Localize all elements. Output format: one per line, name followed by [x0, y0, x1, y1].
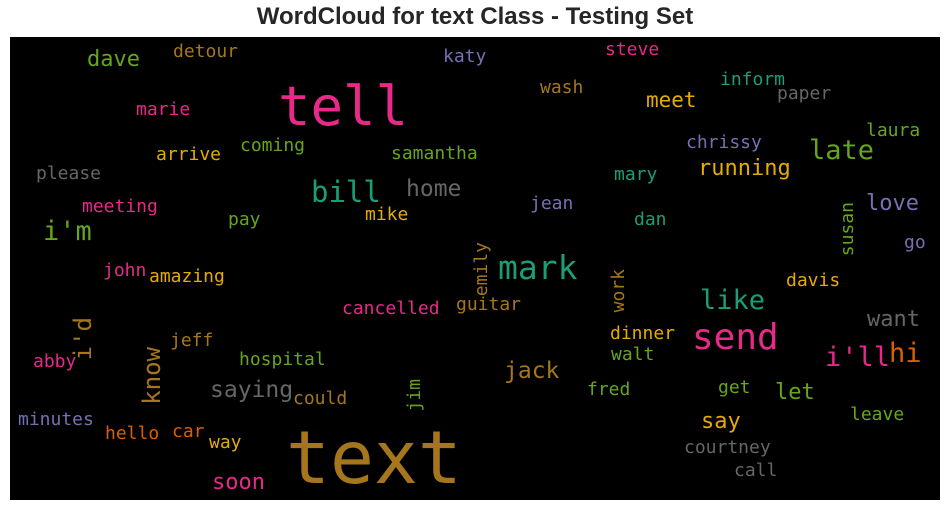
word-abby: abby [33, 351, 77, 372]
word-running: running [698, 156, 791, 181]
word-detour: detour [173, 41, 239, 62]
word-katy: katy [443, 46, 487, 67]
word-mark: mark [498, 248, 578, 287]
word-meet: meet [646, 88, 697, 112]
word-could: could [293, 388, 348, 409]
word-emily: emily [471, 242, 492, 297]
word-davis: davis [786, 270, 841, 291]
word-go: go [904, 232, 926, 253]
word-amazing: amazing [149, 266, 225, 287]
word-meeting: meeting [82, 196, 158, 217]
word-like: like [700, 285, 766, 316]
chart-title: WordCloud for text Class - Testing Set [256, 3, 694, 30]
word-text: text [286, 416, 462, 500]
word-love: love [866, 191, 919, 216]
word-hello: hello [105, 423, 160, 444]
word-hi: hi [889, 338, 922, 369]
word-chrissy: chrissy [686, 132, 762, 153]
word-let: let [775, 380, 815, 405]
word-saying: saying [210, 377, 294, 403]
word-jean: jean [530, 193, 574, 214]
word-soon: soon [212, 470, 265, 495]
word-call: call [734, 460, 778, 481]
word-mary: mary [614, 164, 658, 185]
word-marie: marie [136, 99, 191, 120]
word-im: i'm [43, 216, 92, 247]
word-laura: laura [866, 120, 921, 141]
word-late: late [809, 135, 875, 166]
word-steve: steve [605, 39, 660, 60]
word-inform: inform [720, 69, 786, 90]
word-home: home [406, 176, 462, 202]
word-arrive: arrive [156, 144, 222, 165]
word-dave: dave [87, 47, 140, 72]
word-pay: pay [228, 209, 261, 230]
word-work: work [608, 269, 629, 313]
word-leave: leave [850, 404, 905, 425]
wordcloud-canvas: text tell mark send bill i'm like late i'll hi hom… [10, 37, 940, 500]
word-ill: i'll [825, 342, 891, 373]
word-hospital: hospital [239, 349, 326, 370]
word-want: want [867, 307, 920, 332]
word-car: car [172, 421, 205, 442]
word-guitar: guitar [456, 294, 522, 315]
word-dan: dan [634, 209, 667, 230]
word-bill: bill [311, 175, 381, 209]
word-get: get [718, 377, 751, 398]
word-fred: fred [587, 379, 631, 400]
word-way: way [209, 432, 242, 453]
word-minutes: minutes [18, 409, 94, 430]
word-know: know [138, 347, 166, 405]
word-dinner: dinner [610, 323, 676, 344]
word-cancelled: cancelled [342, 298, 440, 319]
word-paper: paper [777, 83, 832, 104]
word-please: please [36, 163, 102, 184]
word-samantha: samantha [391, 143, 478, 164]
word-coming: coming [240, 135, 306, 156]
word-courtney: courtney [684, 437, 771, 458]
word-john: john [103, 260, 147, 281]
word-jeff: jeff [170, 330, 214, 351]
word-send: send [692, 317, 779, 358]
word-jack: jack [504, 358, 560, 384]
word-susan: susan [837, 202, 858, 257]
word-mike: mike [365, 204, 409, 225]
word-tell: tell [278, 75, 409, 138]
word-say: say [701, 409, 741, 434]
word-walt: walt [611, 344, 655, 365]
word-wash: wash [540, 77, 584, 98]
word-jim: jim [404, 379, 425, 412]
